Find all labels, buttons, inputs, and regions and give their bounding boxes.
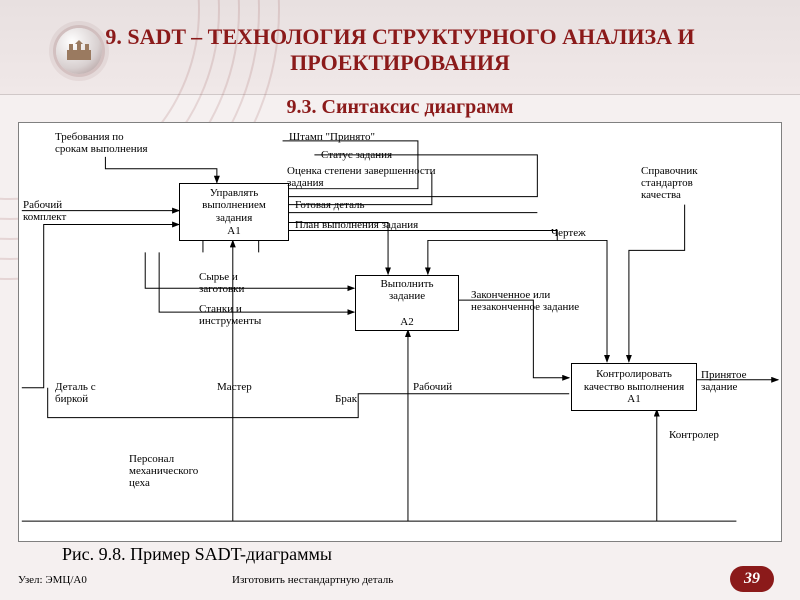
diagram-label: Оценка степени завершенностизадания [287, 165, 436, 189]
diagram-label: Рабочийкомплект [23, 199, 66, 223]
diagram-label: Штамп "Принято" [289, 131, 375, 143]
sadt-diagram: УправлятьвыполнениемзаданияА1 Выполнитьза… [18, 122, 782, 542]
diagram-label: Мастер [217, 381, 252, 393]
diagram-box-A1: УправлятьвыполнениемзаданияА1 [179, 183, 289, 241]
diagram-label: Брак [335, 393, 357, 405]
diagram-box-A3: Контролироватькачество выполненияА1 [571, 363, 697, 411]
figure-caption: Рис. 9.8. Пример SADT-диаграммы [62, 544, 332, 565]
diagram-label: Контролер [669, 429, 719, 441]
footer-center-label: Изготовить нестандартную деталь [232, 574, 393, 586]
diagram-label: Деталь сбиркой [55, 381, 96, 405]
footer-node-label: Узел: ЭМЦ/А0 [18, 574, 87, 586]
title-text: 9. SADT – ТЕХНОЛОГИЯ СТРУКТУРНОГО АНАЛИЗ… [105, 24, 694, 75]
diagram-label: План выполнения задания [295, 219, 418, 231]
diagram-label: Станки иинструменты [199, 303, 261, 327]
diagram-label: Принятоезадание [701, 369, 746, 393]
diagram-label: Требования посрокам выполнения [55, 131, 148, 155]
page-title: 9. SADT – ТЕХНОЛОГИЯ СТРУКТУРНОГО АНАЛИЗ… [0, 24, 800, 76]
diagram-label: Справочникстандартовкачества [641, 165, 698, 201]
diagram-label: Сырье изаготовки [199, 271, 244, 295]
diagram-box-A2: Выполнитьзадание А2 [355, 275, 459, 331]
page-subtitle: 9.3. Синтаксис диаграмм [0, 96, 800, 119]
diagram-label: Рабочий [413, 381, 452, 393]
diagram-label: Законченное илинезаконченное задание [471, 289, 579, 313]
diagram-label: Статус задания [321, 149, 392, 161]
diagram-label: Чертеж [551, 227, 586, 239]
diagram-label: Персоналмеханическогоцеха [129, 453, 198, 489]
diagram-label: Готовая деталь [295, 199, 365, 211]
page-number-badge: 39 [730, 566, 774, 592]
